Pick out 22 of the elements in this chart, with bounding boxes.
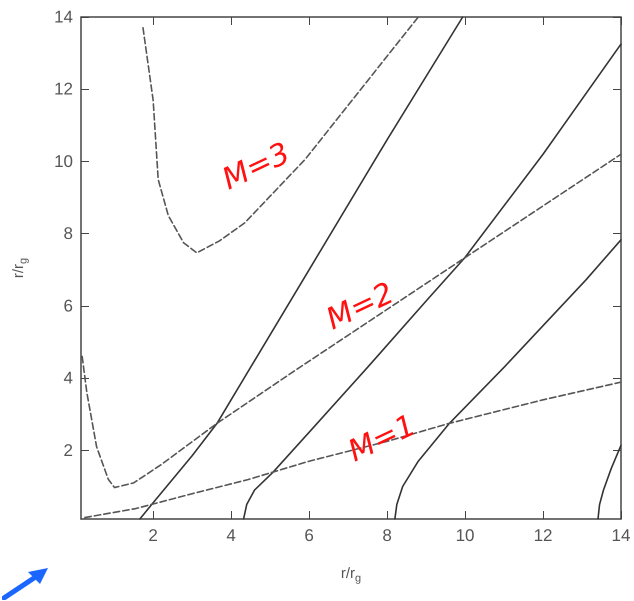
y-tick-label: 8 [64,224,73,244]
y-tick-label: 12 [54,80,73,99]
x-tick-label: 12 [534,526,552,545]
y-tick-label: 4 [64,368,73,388]
annotation: M=1 [342,408,422,470]
y-tick-label: 14 [54,8,73,26]
annotation: M=3 [216,136,296,198]
y-tick-label: 10 [54,152,73,171]
x-tick-label: 6 [304,526,314,545]
x-tick-label: 14 [612,526,630,545]
line-series [139,16,464,520]
line-series [84,381,622,518]
x-tick-label: 10 [456,526,475,545]
x-tick-label: 8 [382,526,392,545]
y-axis-title: r/rg [10,258,30,278]
y-tick-label: 2 [64,440,73,460]
x-tick-label: 2 [148,526,158,545]
line-series [142,16,420,254]
annotation: M=2 [320,276,400,338]
y-tick-label: 6 [64,296,73,316]
line-series [597,444,622,520]
x-tick-label: 4 [226,526,236,545]
